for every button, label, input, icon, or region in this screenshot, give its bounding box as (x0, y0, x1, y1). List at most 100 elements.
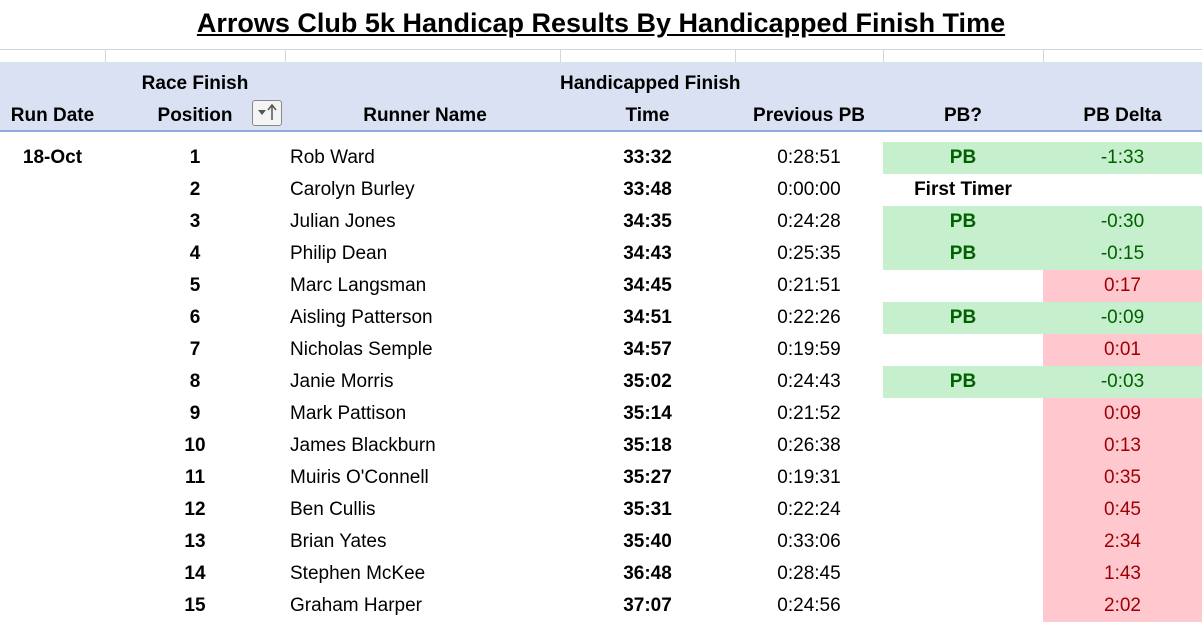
handicapped-time: 35:40 (623, 531, 672, 552)
pb-status (883, 494, 1043, 526)
pb-status (883, 462, 1043, 494)
column-header: Race Finish (141, 73, 249, 94)
column-header: Previous PB (753, 105, 865, 126)
handicapped-time: 33:48 (623, 179, 672, 200)
handicapped-time: 36:48 (623, 563, 672, 584)
grid-line (1043, 49, 1044, 62)
runner-name: Julian Jones (290, 211, 396, 232)
pb-delta: 1:43 (1043, 558, 1202, 590)
handicapped-time: 37:07 (623, 595, 672, 616)
finish-position: 4 (189, 243, 201, 264)
runner-name: Marc Langsman (290, 275, 427, 296)
pb-status (883, 526, 1043, 558)
grid-line (105, 49, 106, 62)
column-header: Time (625, 105, 670, 126)
grid-line (285, 49, 286, 62)
previous-pb: 0:21:51 (777, 275, 841, 296)
runner-name: Carolyn Burley (290, 179, 415, 200)
runner-name: Nicholas Semple (290, 339, 433, 360)
handicapped-time: 34:45 (623, 275, 672, 296)
column-header: PB Delta (1083, 105, 1162, 126)
runner-name: Mark Pattison (290, 403, 407, 424)
finish-position: 12 (184, 499, 206, 520)
pb-delta: 2:02 (1043, 590, 1202, 622)
handicapped-time: 35:18 (623, 435, 672, 456)
pb-delta: -0:03 (1043, 366, 1202, 398)
pb-delta: 0:35 (1043, 462, 1202, 494)
sort-filter-button[interactable] (252, 100, 282, 126)
pb-status (883, 334, 1043, 366)
handicapped-time: 34:57 (623, 339, 672, 360)
pb-delta: 0:17 (1043, 270, 1202, 302)
pb-delta: -1:33 (1043, 142, 1202, 174)
handicapped-time: 35:27 (623, 467, 672, 488)
pb-status (883, 558, 1043, 590)
previous-pb: 0:33:06 (777, 531, 841, 552)
previous-pb: 0:25:35 (777, 243, 841, 264)
pb-delta: 0:09 (1043, 398, 1202, 430)
header-band (0, 62, 1202, 132)
grid-line (735, 49, 736, 62)
finish-position: 3 (189, 211, 201, 232)
pb-delta: 0:01 (1043, 334, 1202, 366)
previous-pb: 0:19:59 (777, 339, 841, 360)
runner-name: Ben Cullis (290, 499, 376, 520)
finish-position: 8 (189, 371, 201, 392)
previous-pb: 0:00:00 (777, 179, 841, 200)
finish-position: 15 (184, 595, 206, 616)
previous-pb: 0:21:52 (777, 403, 841, 424)
pb-delta: -0:15 (1043, 238, 1202, 270)
finish-position: 5 (189, 275, 201, 296)
previous-pb: 0:22:24 (777, 499, 841, 520)
column-header: Position (157, 105, 233, 126)
runner-name: Aisling Patterson (290, 307, 433, 328)
finish-position: 10 (184, 435, 206, 456)
pb-status: PB (883, 206, 1043, 238)
finish-position: 7 (189, 339, 201, 360)
pb-delta: 0:45 (1043, 494, 1202, 526)
previous-pb: 0:22:26 (777, 307, 841, 328)
pb-status: First Timer (914, 179, 1012, 200)
handicapped-time: 34:43 (623, 243, 672, 264)
previous-pb: 0:24:28 (777, 211, 841, 232)
handicapped-time: 35:02 (623, 371, 672, 392)
runner-name: Philip Dean (290, 243, 388, 264)
column-header: PB? (944, 105, 982, 126)
handicapped-time: 34:51 (623, 307, 672, 328)
sheet-title: Arrows Club 5k Handicap Results By Handi… (196, 8, 1006, 38)
finish-position: 14 (184, 563, 206, 584)
finish-position: 2 (189, 179, 201, 200)
column-header: Handicapped Finish (560, 73, 741, 94)
grid-line (0, 49, 1202, 50)
finish-position: 13 (184, 531, 206, 552)
finish-position: 6 (189, 307, 201, 328)
handicapped-time: 34:35 (623, 211, 672, 232)
runner-name: Stephen McKee (290, 563, 426, 584)
pb-status (883, 270, 1043, 302)
runner-name: Brian Yates (290, 531, 387, 552)
runner-name: Rob Ward (290, 147, 375, 168)
previous-pb: 0:24:56 (777, 595, 841, 616)
runner-name: Muiris O'Connell (290, 467, 429, 488)
run-date: 18-Oct (22, 147, 83, 168)
grid-line (560, 49, 561, 62)
handicapped-time: 35:14 (623, 403, 672, 424)
pb-delta: -0:30 (1043, 206, 1202, 238)
pb-delta (1043, 174, 1202, 206)
pb-status (883, 398, 1043, 430)
runner-name: Graham Harper (290, 595, 422, 616)
handicapped-time: 35:31 (623, 499, 672, 520)
previous-pb: 0:28:51 (777, 147, 841, 168)
pb-status (883, 430, 1043, 462)
previous-pb: 0:24:43 (777, 371, 841, 392)
previous-pb: 0:19:31 (777, 467, 841, 488)
pb-status (883, 590, 1043, 622)
runner-name: Janie Morris (290, 371, 394, 392)
runner-name: James Blackburn (290, 435, 436, 456)
finish-position: 1 (189, 147, 201, 168)
pb-status: PB (883, 238, 1043, 270)
column-header: Run Date (10, 105, 95, 126)
sort-icon (258, 103, 277, 120)
previous-pb: 0:26:38 (777, 435, 841, 456)
